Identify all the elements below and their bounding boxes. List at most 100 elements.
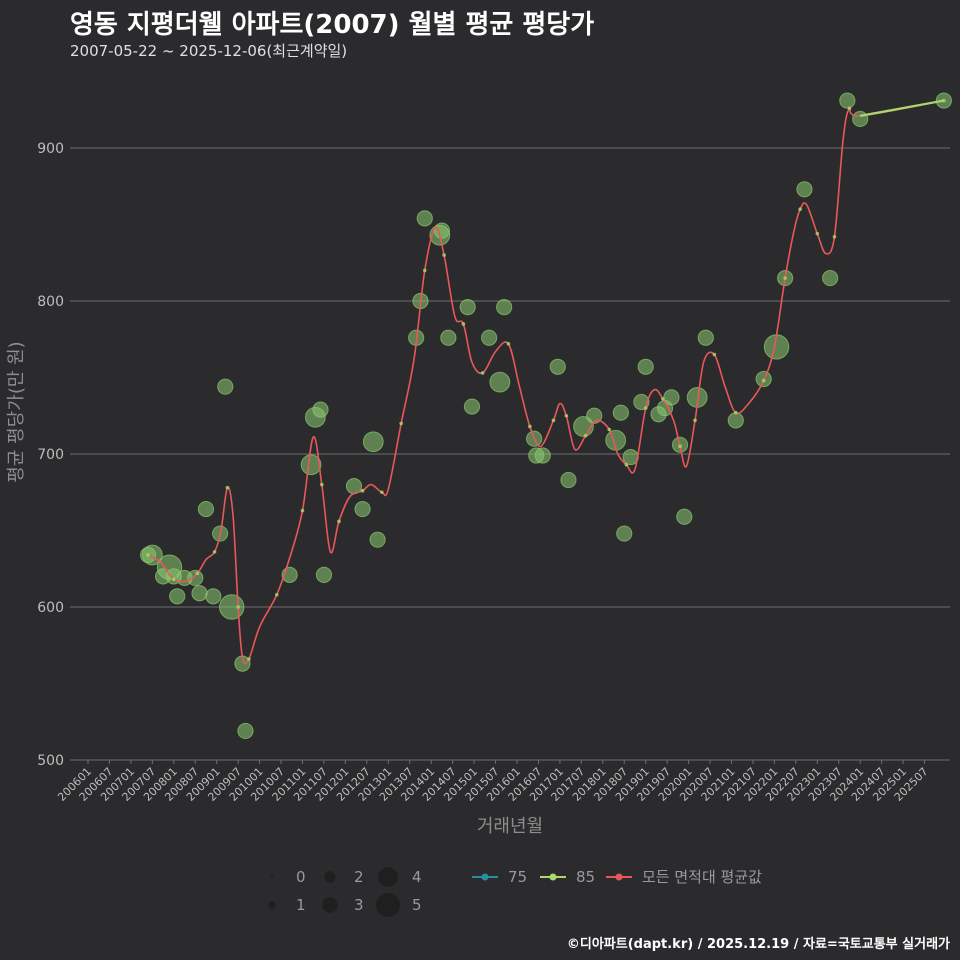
legend-series-marker bbox=[549, 873, 557, 881]
data-bubble bbox=[496, 299, 513, 316]
series-85-marker bbox=[583, 433, 588, 438]
series-85-marker bbox=[212, 550, 217, 554]
y-tick-label: 600 bbox=[37, 600, 64, 616]
legend-size-label: 0 bbox=[296, 868, 306, 886]
data-bubble bbox=[191, 585, 208, 602]
data-bubble bbox=[312, 401, 329, 418]
data-bubble bbox=[315, 566, 333, 583]
series-85-line bbox=[860, 99, 945, 117]
data-bubble bbox=[416, 210, 433, 227]
legend-size-label: 5 bbox=[412, 896, 422, 914]
series-85-marker bbox=[247, 657, 251, 661]
data-bubble bbox=[197, 500, 215, 518]
series-85-marker bbox=[422, 268, 427, 273]
data-bubble bbox=[796, 181, 813, 198]
data-bubble bbox=[697, 329, 714, 346]
series-85-marker bbox=[300, 508, 305, 513]
series-85-marker bbox=[733, 410, 738, 415]
legend-size-label: 2 bbox=[354, 868, 364, 886]
data-bubble bbox=[616, 525, 633, 542]
average-line bbox=[147, 99, 944, 665]
series-85-marker bbox=[798, 207, 802, 211]
legend-size-circle bbox=[376, 893, 400, 917]
data-bubble bbox=[560, 471, 577, 489]
legend-size-circle bbox=[270, 875, 274, 879]
data-bubble bbox=[354, 500, 371, 518]
data-bubble bbox=[217, 378, 234, 395]
data-bubble bbox=[822, 269, 839, 287]
series-85-marker bbox=[236, 605, 240, 609]
y-tick-label: 700 bbox=[37, 447, 64, 463]
legend-series-marker bbox=[481, 873, 489, 881]
legend-size-label: 3 bbox=[354, 896, 364, 914]
data-bubble bbox=[362, 431, 384, 453]
legend-size-circle bbox=[268, 901, 276, 909]
legend: 0 1 2 3 4 5 75 85 모든 면적대 평균값 bbox=[268, 867, 762, 917]
legend-series-label: 75 bbox=[508, 868, 527, 886]
series-85-marker bbox=[225, 485, 230, 490]
legend-size-label: 4 bbox=[412, 868, 422, 886]
data-bubble bbox=[169, 588, 186, 605]
data-bubble bbox=[633, 393, 650, 411]
credit-text: ©디아파트(dapt.kr) / 2025.12.19 / 자료=국토교통부 실… bbox=[566, 937, 950, 952]
data-bubble bbox=[481, 329, 498, 346]
data-bubble bbox=[676, 508, 693, 525]
series-85-marker bbox=[832, 234, 837, 239]
series-85-marker bbox=[761, 378, 766, 383]
data-bubble bbox=[237, 722, 254, 740]
series-85-marker bbox=[564, 413, 569, 418]
data-bubble bbox=[463, 398, 481, 415]
series-85-marker bbox=[643, 406, 648, 410]
legend-series-label: 모든 면적대 평균값 bbox=[642, 868, 762, 886]
series-85-marker bbox=[399, 421, 403, 426]
series-85-marker bbox=[360, 488, 365, 493]
series-85-marker bbox=[442, 253, 446, 257]
legend-series-marker bbox=[615, 873, 623, 881]
data-bubble bbox=[727, 412, 744, 429]
series-85-marker bbox=[506, 342, 511, 346]
legend-size-label: 1 bbox=[296, 896, 306, 914]
data-bubble bbox=[300, 454, 322, 476]
data-bubble bbox=[219, 594, 245, 620]
series-85-marker bbox=[320, 482, 324, 487]
y-tick-label: 800 bbox=[37, 294, 64, 310]
series-85-marker bbox=[693, 418, 697, 423]
legend-size-circle bbox=[322, 897, 338, 913]
series-85-marker bbox=[661, 397, 665, 401]
data-bubble bbox=[187, 569, 204, 587]
data-bubble bbox=[369, 531, 386, 548]
data-bubble bbox=[839, 92, 856, 109]
series-85-marker bbox=[783, 276, 787, 280]
data-bubble bbox=[489, 371, 511, 393]
chart-title: 영동 지평더웰 아파트(2007) 월별 평균 평당가 bbox=[70, 10, 595, 40]
series-85-marker bbox=[274, 592, 279, 597]
data-bubble bbox=[205, 588, 222, 605]
data-bubble bbox=[612, 404, 629, 421]
data-bubble bbox=[459, 299, 476, 316]
series-85-marker bbox=[380, 490, 384, 495]
chart-subtitle: 2007-05-22 ~ 2025-12-06(최근계약일) bbox=[70, 42, 348, 60]
y-tick-label: 500 bbox=[37, 753, 64, 769]
series-85-marker bbox=[815, 231, 820, 236]
data-bubble bbox=[852, 110, 869, 128]
y-axis-label: 평균 평당가(만 원) bbox=[6, 341, 27, 482]
data-bubble bbox=[440, 329, 457, 346]
data-bubble bbox=[433, 222, 451, 239]
series-85-marker bbox=[480, 371, 485, 375]
data-bubble bbox=[637, 358, 654, 375]
series-85-marker bbox=[461, 322, 466, 326]
legend-size-circle bbox=[378, 867, 398, 887]
data-bubble bbox=[663, 389, 680, 406]
series-85-marker bbox=[551, 418, 556, 423]
data-bubble bbox=[534, 447, 551, 464]
x-axis-label: 거래년월 bbox=[477, 816, 543, 837]
series-85-marker bbox=[172, 577, 176, 582]
legend-series-label: 85 bbox=[576, 868, 595, 886]
series-85-marker bbox=[847, 106, 852, 111]
series-85-marker bbox=[195, 571, 200, 576]
series-85-marker bbox=[624, 462, 629, 467]
y-tick-label: 900 bbox=[37, 141, 64, 157]
series-85-marker bbox=[337, 519, 341, 524]
series-85-marker bbox=[146, 553, 150, 557]
